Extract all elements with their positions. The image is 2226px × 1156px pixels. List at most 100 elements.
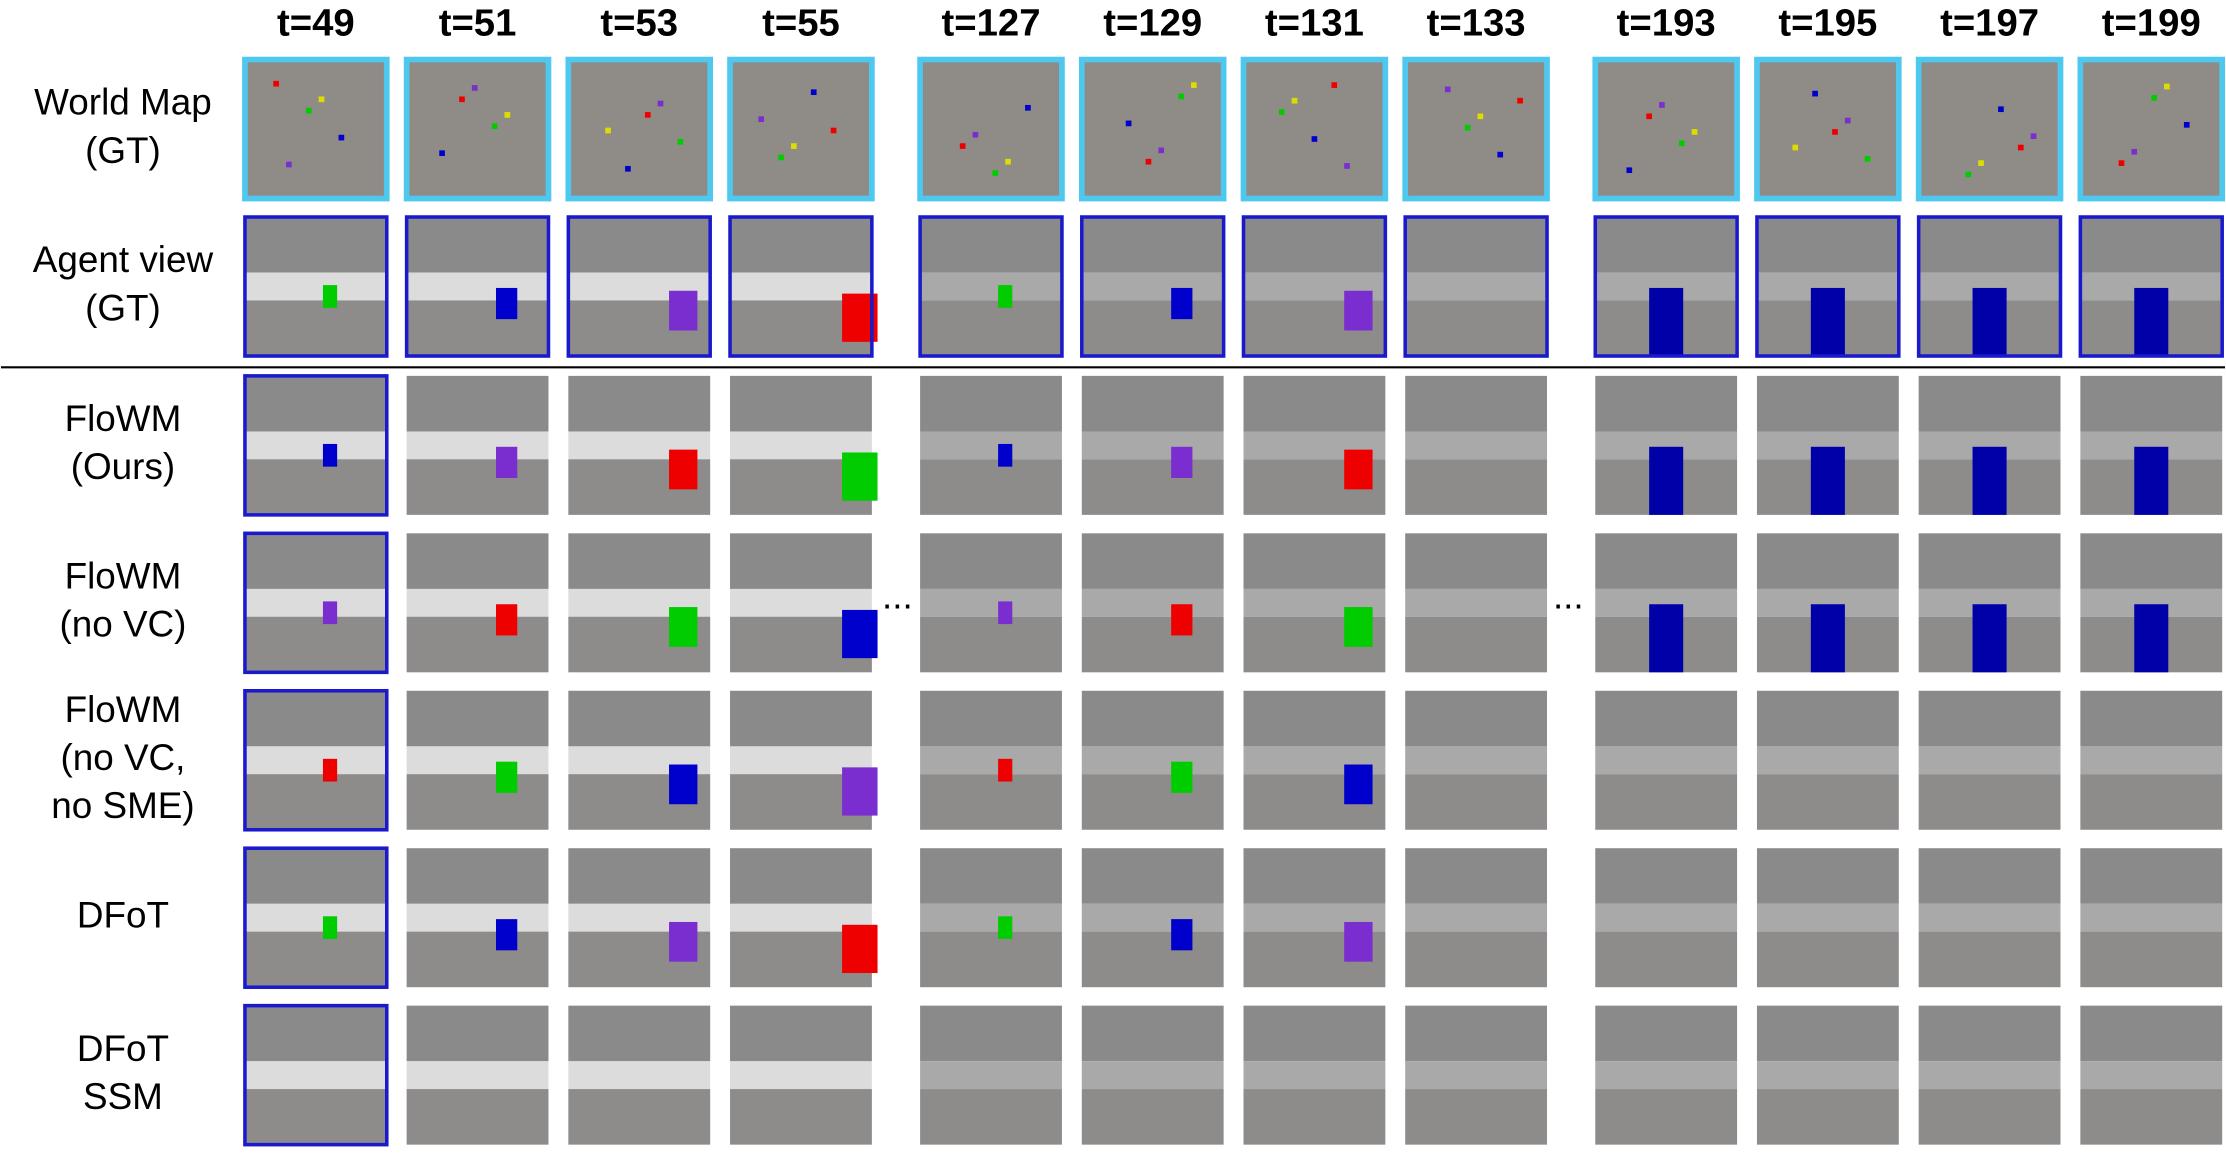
row-label: World Map [34, 82, 212, 123]
map-dot [1844, 117, 1851, 124]
floor [2080, 931, 2223, 988]
floor [1243, 1089, 1386, 1145]
row-label: (Ours) [71, 446, 175, 487]
wall [1081, 272, 1224, 301]
wall [920, 1061, 1062, 1090]
floor [568, 1089, 711, 1145]
map-dot [338, 134, 345, 141]
column-header: t=133 [1427, 2, 1526, 45]
map-dot [1497, 151, 1504, 158]
floor [1081, 931, 1224, 988]
object [1649, 604, 1684, 673]
ceiling [1918, 217, 2061, 273]
wall [2080, 1061, 2223, 1090]
floor [244, 616, 387, 673]
wall [1405, 272, 1548, 301]
map-dot [1792, 144, 1799, 151]
panel [1593, 215, 1739, 358]
floor [406, 616, 549, 673]
floor [406, 300, 549, 357]
ceiling [244, 848, 387, 904]
map-dot [2118, 160, 2125, 166]
floor [1595, 1089, 1738, 1145]
ceiling [1081, 1005, 1224, 1062]
wall [2080, 746, 2223, 775]
panel [1595, 533, 1738, 673]
map [1756, 59, 1899, 199]
ceiling [244, 1005, 387, 1062]
map-dot [471, 85, 478, 91]
wall [1405, 746, 1548, 775]
panel [920, 848, 1062, 988]
floor [1405, 774, 1548, 830]
object [322, 443, 338, 467]
panel [1756, 533, 1899, 673]
panel [1243, 1005, 1386, 1145]
wall [244, 903, 387, 932]
wall [1756, 746, 1899, 775]
panel [1916, 215, 2063, 358]
object [998, 601, 1013, 625]
floor [1756, 931, 1899, 988]
wall [244, 746, 387, 775]
floor [244, 931, 387, 988]
panel [568, 690, 711, 830]
map-dot [491, 123, 498, 130]
panel-border [728, 215, 874, 358]
floor [244, 300, 387, 357]
panel [1595, 375, 1738, 515]
panel [406, 533, 549, 673]
map-dot [1125, 120, 1132, 127]
ceiling [1918, 533, 2061, 589]
map-dot [1145, 158, 1152, 165]
wall [1405, 588, 1548, 617]
map-dot [1646, 113, 1652, 120]
object [1171, 446, 1193, 479]
ceiling [1405, 690, 1548, 747]
floor [1595, 774, 1738, 830]
ceiling [1081, 848, 1224, 904]
floor [1405, 616, 1548, 673]
panel [1081, 690, 1224, 830]
map-dot [1331, 82, 1338, 88]
map-dot [1191, 82, 1197, 88]
object [1972, 446, 2007, 515]
object [842, 452, 878, 501]
floor [1756, 774, 1899, 830]
object [495, 287, 518, 320]
panel-border [566, 215, 712, 358]
floor [1918, 1089, 2061, 1145]
ceiling [406, 217, 549, 273]
ceiling [568, 375, 711, 432]
ceiling [244, 690, 387, 747]
floor [1918, 774, 2061, 830]
row-label: DFoT [77, 894, 169, 935]
object [1972, 287, 2007, 357]
object [495, 604, 518, 636]
map [244, 59, 387, 199]
panel [1595, 1005, 1738, 1145]
floor [406, 931, 549, 988]
object [322, 758, 338, 782]
map-dot [286, 161, 292, 168]
object [1171, 604, 1193, 636]
wall [1243, 1061, 1386, 1090]
wall [1405, 1061, 1548, 1090]
object [842, 924, 878, 974]
panel-border [243, 1003, 389, 1147]
object [1649, 446, 1684, 515]
ceiling [1595, 217, 1738, 273]
ceiling [920, 533, 1062, 589]
map-dot [1025, 104, 1031, 111]
panel-border [243, 215, 389, 358]
ceiling [568, 533, 711, 589]
panel-border [243, 688, 389, 832]
map-dot [1291, 97, 1298, 104]
wall [1918, 1061, 2061, 1090]
panel-border [1241, 215, 1388, 358]
panel [406, 1005, 549, 1145]
row-label: (no VC, [60, 737, 185, 778]
map-dot [1278, 109, 1285, 115]
panel [917, 56, 1065, 202]
wall [920, 903, 1062, 932]
